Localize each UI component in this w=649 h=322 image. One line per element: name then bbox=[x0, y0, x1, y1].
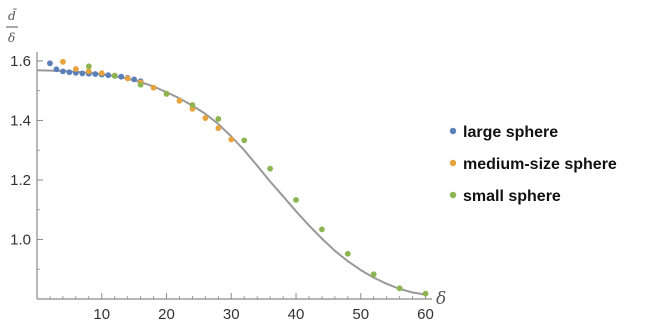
point-large-sphere bbox=[131, 76, 138, 83]
legend-label-medium-size-sphere: medium-size sphere bbox=[463, 156, 617, 173]
point-small-sphere bbox=[293, 197, 299, 203]
x-tick-label: 50 bbox=[352, 306, 369, 322]
x-tick-label: 20 bbox=[158, 306, 175, 322]
point-medium-size-sphere bbox=[85, 68, 92, 75]
point-large-sphere bbox=[105, 72, 112, 79]
point-small-sphere bbox=[422, 290, 429, 297]
x-tick-label: 30 bbox=[223, 306, 240, 322]
point-small-sphere bbox=[370, 271, 377, 278]
y-tick-label: 1.6 bbox=[10, 53, 31, 70]
point-small-sphere bbox=[85, 63, 92, 70]
y-axis-label-denominator: δ bbox=[8, 31, 15, 45]
y-axis-label-numerator: d̄ bbox=[8, 7, 18, 23]
point-medium-size-sphere bbox=[98, 70, 105, 77]
point-small-sphere bbox=[163, 90, 170, 97]
point-large-sphere bbox=[92, 71, 99, 77]
legend-label-large-sphere: large sphere bbox=[463, 124, 558, 141]
point-small-sphere bbox=[267, 165, 274, 172]
y-tick-label: 1.2 bbox=[10, 172, 31, 189]
point-small-sphere bbox=[344, 250, 351, 257]
point-small-sphere bbox=[111, 72, 118, 79]
point-medium-size-sphere bbox=[202, 115, 209, 121]
legend-label-small-sphere: small sphere bbox=[463, 188, 561, 205]
point-medium-size-sphere bbox=[176, 97, 183, 104]
legend-marker-large-sphere bbox=[449, 127, 457, 135]
point-large-sphere bbox=[47, 60, 53, 67]
y-tick-label: 1.4 bbox=[10, 112, 31, 129]
point-small-sphere bbox=[189, 102, 196, 108]
x-tick-label: 60 bbox=[417, 306, 434, 322]
point-large-sphere bbox=[60, 68, 66, 75]
point-medium-size-sphere bbox=[72, 66, 79, 72]
legend-marker-medium-size-sphere bbox=[449, 159, 457, 167]
x-tick-label: 40 bbox=[288, 306, 305, 322]
point-small-sphere bbox=[241, 137, 248, 144]
x-axis-label: δ bbox=[436, 289, 446, 309]
legend-marker-small-sphere bbox=[449, 191, 457, 199]
point-small-sphere bbox=[137, 81, 144, 88]
point-large-sphere bbox=[118, 73, 125, 80]
point-small-sphere bbox=[215, 116, 222, 122]
point-large-sphere bbox=[79, 70, 86, 77]
x-tick-label: 10 bbox=[93, 306, 110, 322]
point-medium-size-sphere bbox=[228, 136, 235, 143]
point-small-sphere bbox=[319, 226, 325, 233]
point-large-sphere bbox=[53, 66, 60, 73]
point-small-sphere bbox=[396, 285, 403, 292]
point-medium-size-sphere bbox=[124, 75, 131, 82]
fit-curve bbox=[36, 69, 426, 296]
point-large-sphere bbox=[66, 69, 73, 76]
point-medium-size-sphere bbox=[215, 125, 222, 132]
point-medium-size-sphere bbox=[150, 84, 157, 91]
point-medium-size-sphere bbox=[60, 58, 66, 65]
y-tick-label: 1.0 bbox=[10, 231, 31, 248]
